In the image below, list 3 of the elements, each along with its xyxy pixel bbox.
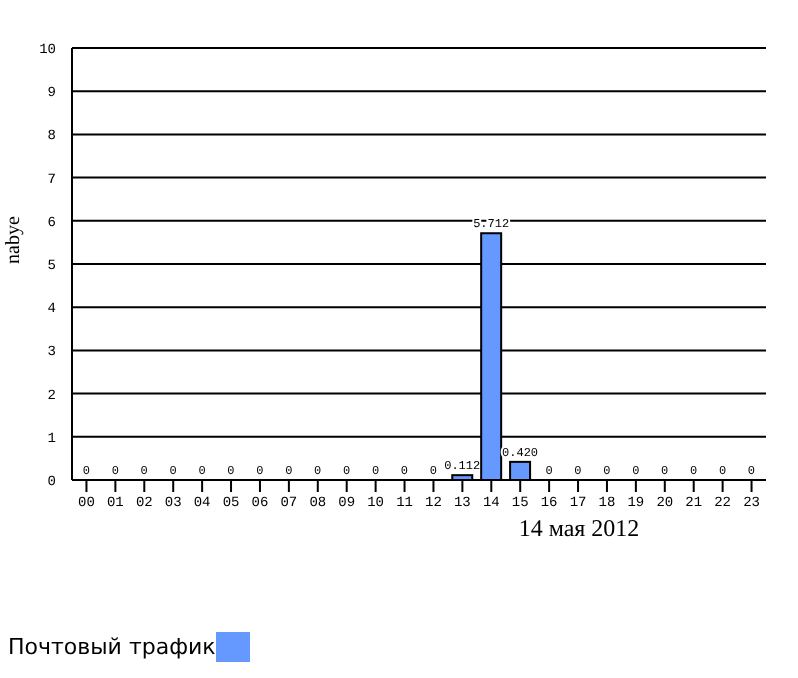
y-axis-title: nabye (3, 215, 26, 264)
x-axis-title: 14 мая 2012 (518, 514, 640, 542)
legend-label: Почтовый трафик (8, 634, 216, 660)
